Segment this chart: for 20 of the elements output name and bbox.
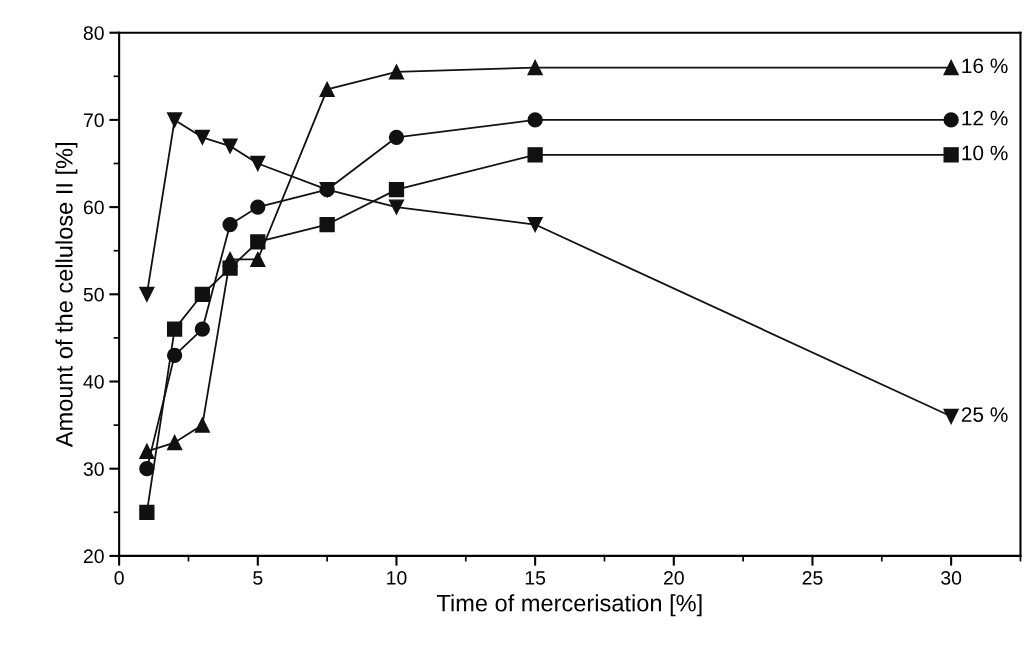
x-tick-label: 20: [663, 571, 684, 585]
y-tick-label: 40: [83, 374, 104, 389]
y-tick-label: 50: [83, 287, 104, 302]
series-label: 16 %: [962, 58, 1008, 74]
series-label: 10 %: [962, 145, 1008, 161]
y-tick-label: 20: [83, 549, 104, 564]
x-tick-label: 15: [525, 571, 546, 585]
y-tick-label: 70: [83, 113, 104, 128]
x-axis-title: Time of mercerisation [%]: [436, 594, 702, 617]
x-tick-label: 25: [802, 571, 823, 585]
series-label: 12 %: [962, 110, 1008, 126]
x-tick-label: 10: [387, 571, 407, 585]
series-label: 25 %: [961, 407, 1008, 422]
x-tick-label: 30: [941, 571, 962, 585]
y-tick-label: 30: [83, 462, 104, 476]
x-tick-label: 0: [114, 571, 124, 585]
x-tick-label: 5: [253, 571, 263, 585]
y-axis-title: Amount of the cellulose II [%]: [55, 143, 78, 448]
y-tick-label: 80: [83, 26, 104, 40]
y-tick-label: 60: [83, 200, 104, 215]
